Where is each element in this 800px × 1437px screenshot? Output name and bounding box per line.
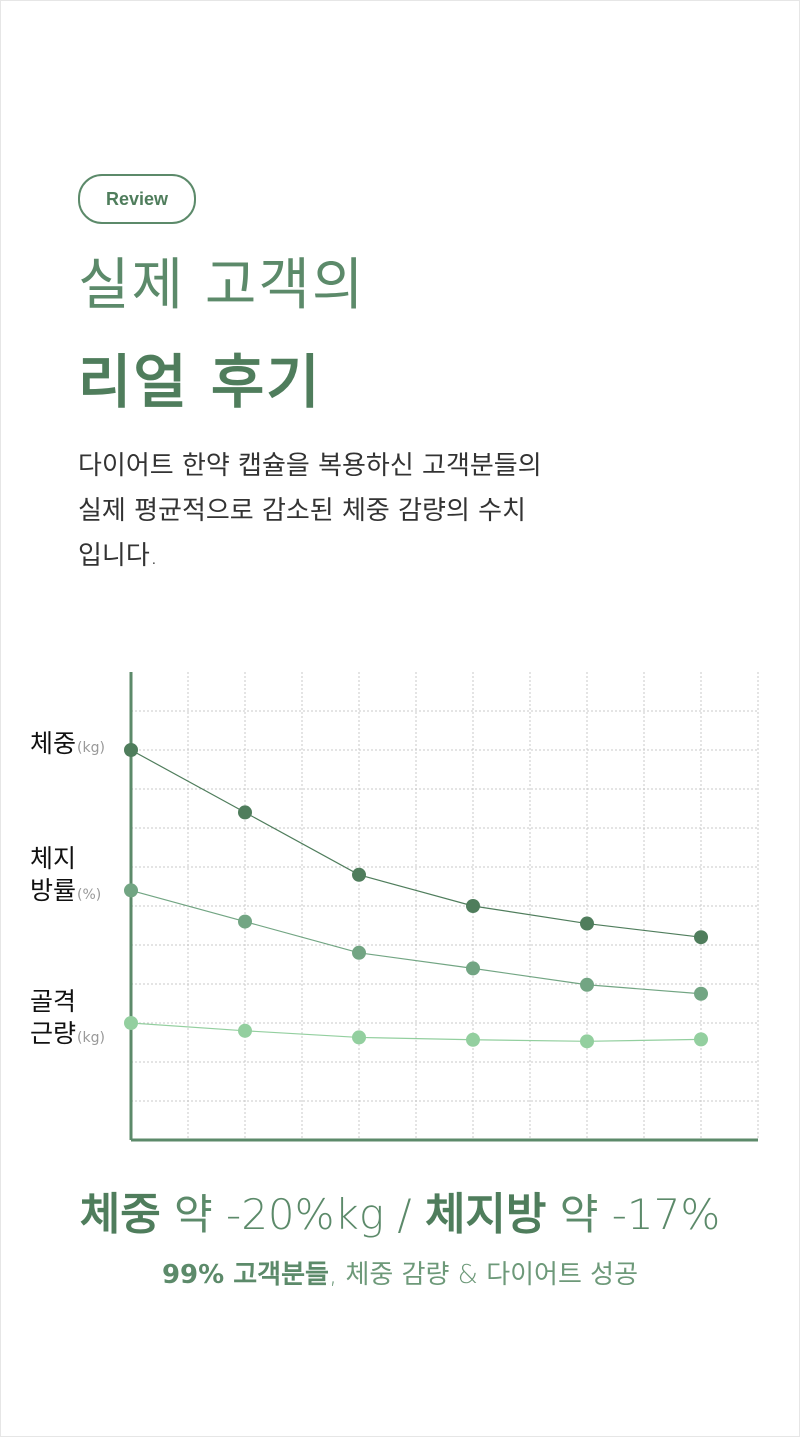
title-line-2: 리얼 후기 xyxy=(78,348,322,416)
weight-label-unit: (kg) xyxy=(77,740,105,756)
data-point-muscle xyxy=(580,1034,594,1049)
muscle-label-line2: 근량 xyxy=(30,1019,77,1048)
summary-weight-value: 약 -20%kg / xyxy=(160,1190,425,1239)
data-point-weight xyxy=(580,916,594,931)
review-badge: Review xyxy=(78,174,196,224)
sub-summary-rest: , 체중 감량 & 다이어트 성공 xyxy=(328,1260,639,1290)
data-point-weight xyxy=(694,930,708,945)
muscle-label-unit: (kg) xyxy=(77,1030,105,1046)
muscle-label: 골격 근량(kg) xyxy=(30,986,105,1054)
data-point-fat xyxy=(352,945,366,960)
data-point-weight xyxy=(466,899,480,913)
sub-summary: 99% 고객분들, 체중 감량 & 다이어트 성공 xyxy=(0,1254,800,1291)
data-point-fat xyxy=(694,986,708,1001)
fat-label-line2: 방률 xyxy=(30,876,77,905)
data-point-fat xyxy=(466,961,480,976)
data-point-muscle xyxy=(352,1030,366,1045)
data-point-weight xyxy=(352,867,366,882)
fat-label: 체지 방률(%) xyxy=(30,843,101,911)
line-chart xyxy=(124,672,759,1142)
fat-label-line1: 체지 xyxy=(30,844,77,873)
series-line-weight xyxy=(130,749,702,938)
muscle-label-line1: 골격 xyxy=(30,987,77,1016)
data-point-muscle xyxy=(694,1032,708,1047)
description-line: 실제 평균적으로 감소된 체중 감량의 수치 xyxy=(78,496,526,526)
fat-label-unit: (%) xyxy=(77,887,102,903)
data-point-muscle xyxy=(466,1032,480,1047)
weight-label: 체중(kg) xyxy=(30,728,105,764)
data-point-weight xyxy=(238,805,252,820)
description-line: 입니다. xyxy=(78,541,159,571)
summary-line: 체중 약 -20%kg / 체지방 약 -17% xyxy=(0,1178,800,1242)
data-point-fat xyxy=(124,883,138,898)
series-line-muscle xyxy=(130,1022,702,1042)
data-point-weight xyxy=(124,743,138,757)
data-point-muscle xyxy=(124,1016,138,1030)
summary-weight-label: 체중 xyxy=(79,1189,161,1240)
data-point-fat xyxy=(580,977,594,992)
summary-fat-value: 약 -17% xyxy=(546,1190,721,1239)
title-line-1: 실제 고객의 xyxy=(78,253,366,318)
data-point-fat xyxy=(238,914,252,929)
data-point-muscle xyxy=(238,1023,252,1038)
summary-fat-label: 체지방 xyxy=(424,1189,547,1240)
weight-label-text: 체중 xyxy=(30,729,77,758)
series-line-fat xyxy=(130,889,702,995)
description: 다이어트 한약 캡슐을 복용하신 고객분들의 실제 평균적으로 감소된 체중 감… xyxy=(78,444,718,579)
sub-summary-bold: 99% 고객분들 xyxy=(161,1260,329,1290)
description-line: 다이어트 한약 캡슐을 복용하신 고객분들의 xyxy=(78,451,542,481)
